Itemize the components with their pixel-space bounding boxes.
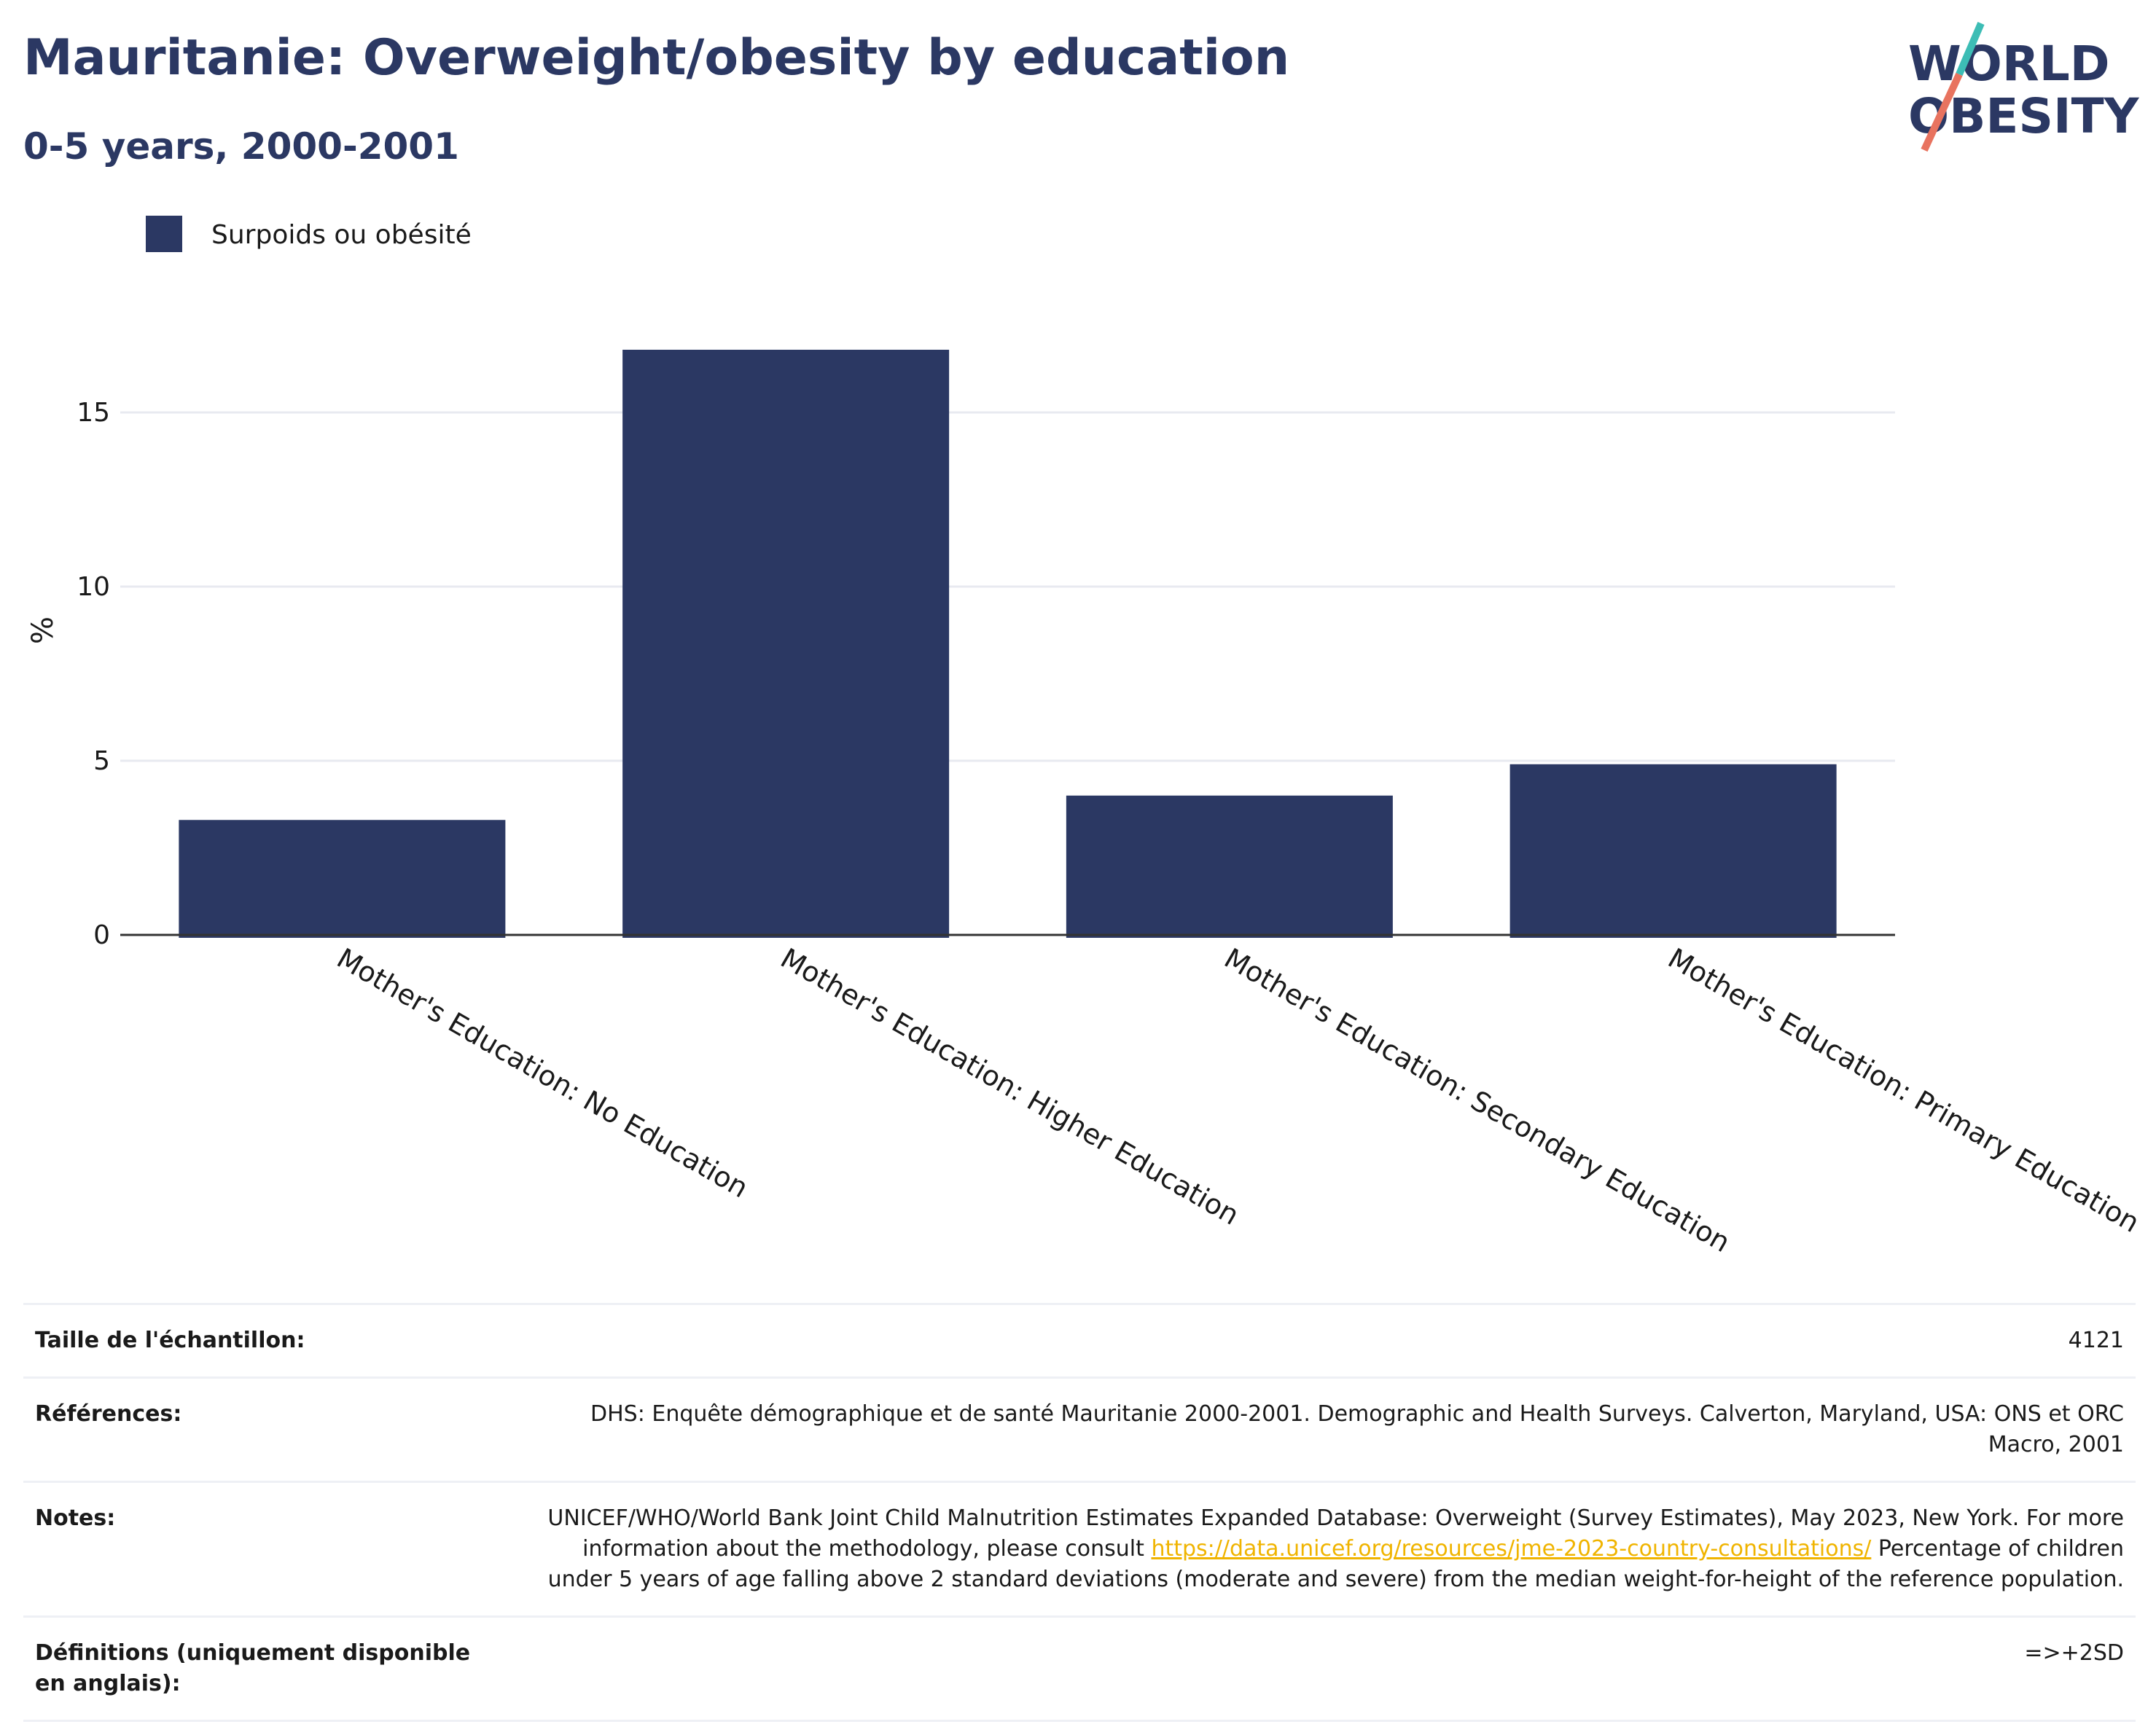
definitions-label: Définitions (uniquement disponible en an… xyxy=(23,1615,513,1722)
notes-text-2: Percentage of children under 5 years of … xyxy=(547,1536,2124,1592)
x-tick-label: Mother's Education: No Education xyxy=(332,942,754,1205)
bar[interactable] xyxy=(622,349,950,938)
definitions-row: Définitions (uniquement disponible en an… xyxy=(23,1615,2136,1722)
y-axis-label: % xyxy=(26,616,60,644)
notes-label: Notes: xyxy=(23,1481,513,1618)
logo-coral-slash xyxy=(1921,72,1963,152)
notes-value: UNICEF/WHO/World Bank Joint Child Malnut… xyxy=(513,1481,2136,1618)
logo-teal-slash xyxy=(1956,22,1985,76)
x-tick-label: Mother's Education: Secondary Education xyxy=(1219,942,1735,1259)
gridlines xyxy=(120,411,1895,762)
y-tick-label: 15 xyxy=(77,398,110,428)
x-tick-labels: Mother's Education: No Education Mother's… xyxy=(332,942,2145,1259)
sample-size-row: Taille de l'échantillon: 4121 xyxy=(23,1303,2136,1379)
references-value: DHS: Enquête démographique et de santé M… xyxy=(513,1376,2136,1483)
legend-swatch[interactable] xyxy=(146,216,182,252)
notes-link[interactable]: https://data.unicef.org/resources/jme-20… xyxy=(1151,1536,1872,1562)
y-tick-labels: 0 5 10 15 xyxy=(77,398,110,950)
bar[interactable] xyxy=(179,820,506,938)
y-tick-label: 5 xyxy=(93,746,110,776)
chart-title: Mauritanie: Overweight/obesity by educat… xyxy=(23,29,1290,87)
notes-row: Notes: UNICEF/WHO/World Bank Joint Child… xyxy=(23,1481,2136,1618)
sample-size-label: Taille de l'échantillon: xyxy=(23,1303,513,1379)
chart-subtitle: 0-5 years, 2000-2001 xyxy=(23,125,459,168)
references-label: Références: xyxy=(23,1376,513,1483)
info-table: Taille de l'échantillon: 4121 Références… xyxy=(23,1303,2136,1722)
bars xyxy=(179,349,1837,938)
legend-label[interactable]: Surpoids ou obésité xyxy=(211,220,472,250)
x-tick-label: Mother's Education: Higher Education xyxy=(776,942,1245,1231)
bar[interactable] xyxy=(1066,795,1393,938)
y-tick-label: 10 xyxy=(77,572,110,602)
y-tick-label: 0 xyxy=(93,920,110,950)
notes-text-1: UNICEF/WHO/World Bank Joint Child Malnut… xyxy=(547,1505,2124,1562)
bar[interactable] xyxy=(1509,764,1837,938)
sample-size-value: 4121 xyxy=(513,1303,2136,1379)
references-row: Références: DHS: Enquête démographique e… xyxy=(23,1376,2136,1483)
world-obesity-logo: WORLD OBESITY xyxy=(1908,22,2140,152)
definitions-value: =>+2SD xyxy=(513,1615,2136,1722)
x-tick-label: Mother's Education: Primary Education xyxy=(1663,942,2145,1239)
logo-line1: WORLD xyxy=(1908,36,2110,92)
